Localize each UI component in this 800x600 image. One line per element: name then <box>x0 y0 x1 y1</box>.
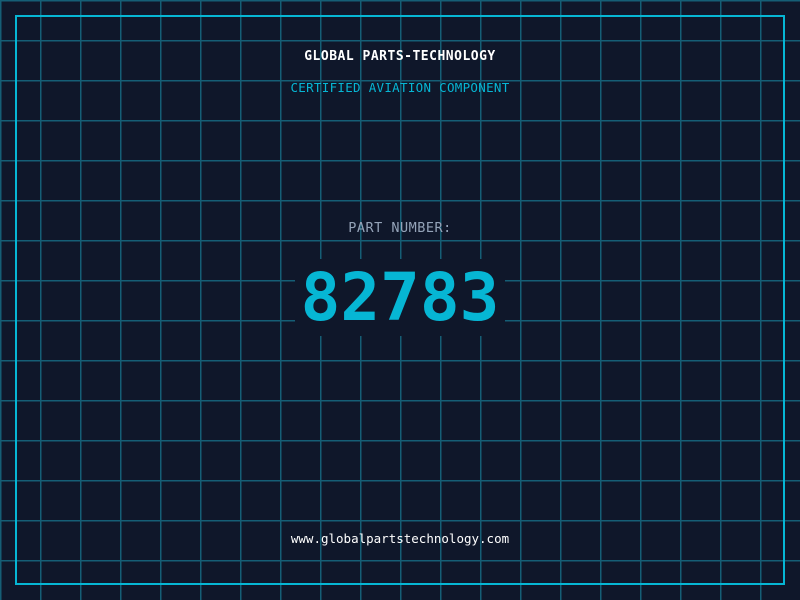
company-name: GLOBAL PARTS-TECHNOLOGY <box>304 49 496 64</box>
part-number-display: 82783 <box>0 259 800 336</box>
part-number-label: PART NUMBER: <box>348 220 452 236</box>
border-frame <box>15 15 785 585</box>
part-number-value: 82783 <box>294 259 506 336</box>
certification-subtitle: CERTIFIED AVIATION COMPONENT <box>290 80 510 95</box>
website-url: www.globalpartstechnology.com <box>290 531 510 546</box>
